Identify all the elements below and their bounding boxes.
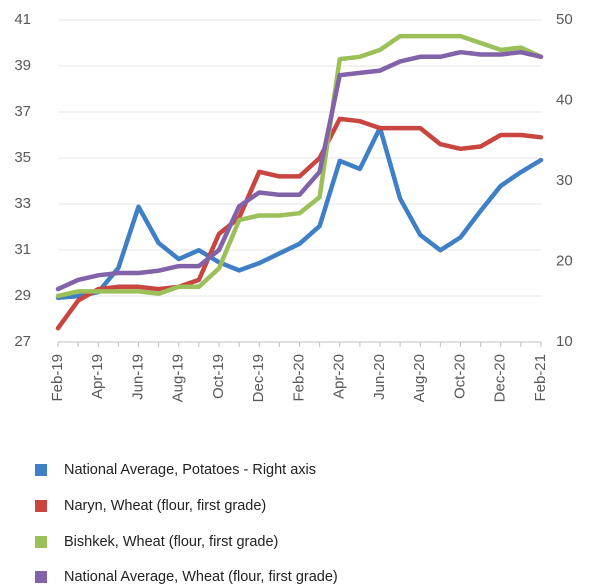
y2-tick-label: 30 — [556, 172, 573, 189]
legend-label: Bishkek, Wheat (flour, first grade) — [64, 534, 278, 550]
y-tick-label: 27 — [14, 333, 31, 350]
y-tick-label: 33 — [14, 195, 31, 212]
x-tick-label: Dec-19 — [250, 354, 267, 402]
legend-label: National Average, Potatoes - Right axis — [64, 462, 316, 478]
y-tick-label: 35 — [14, 149, 31, 166]
x-tick-label: Feb-21 — [532, 354, 549, 402]
x-tick-label: Feb-19 — [49, 354, 66, 402]
x-tick-label: Aug-20 — [411, 354, 428, 402]
series-line — [55, 125, 544, 300]
y2-tick-label: 50 — [556, 11, 573, 28]
x-tick-label: Oct-20 — [451, 354, 468, 399]
y-tick-label: 39 — [14, 57, 31, 74]
legend-label: Naryn, Wheat (flour, first grade) — [64, 498, 266, 514]
legend-swatch — [35, 571, 47, 583]
series-line — [55, 49, 544, 292]
x-tick-label: Oct-19 — [210, 354, 227, 399]
y-tick-label: 29 — [14, 287, 31, 304]
legend-swatch — [35, 500, 47, 512]
x-tick-label: Aug-19 — [170, 354, 187, 402]
y2-tick-label: 20 — [556, 252, 573, 269]
series-line — [55, 116, 544, 331]
x-tick-label: Jun-20 — [371, 354, 388, 400]
legend: National Average, Potatoes - Right axis N… — [35, 462, 338, 585]
legend-swatch — [35, 464, 47, 476]
y-tick-label: 37 — [14, 103, 31, 120]
legend-label: National Average, Wheat (flour, first gr… — [64, 569, 338, 585]
y-tick-label: 41 — [14, 11, 31, 28]
x-tick-label: Feb-20 — [290, 354, 307, 402]
x-tick-label: Dec-20 — [492, 354, 509, 402]
y2-tick-label: 10 — [556, 333, 573, 350]
x-tick-label: Jun-19 — [129, 354, 146, 400]
y2-tick-label: 40 — [556, 91, 573, 108]
y-tick-label: 31 — [14, 241, 31, 258]
x-tick-label: Apr-20 — [331, 354, 348, 399]
legend-swatch — [35, 536, 47, 548]
series-line — [55, 33, 544, 299]
x-tick-label: Apr-19 — [89, 354, 106, 399]
